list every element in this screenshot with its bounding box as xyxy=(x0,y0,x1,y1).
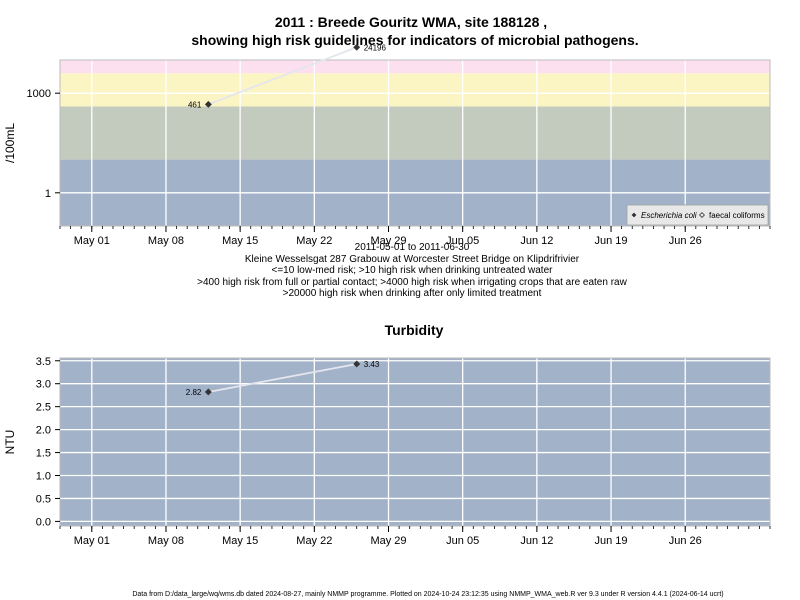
plot-frame xyxy=(59,357,771,527)
x-tick-label: May 08 xyxy=(148,235,184,247)
data-point xyxy=(353,360,361,368)
data-label: 24196 xyxy=(364,43,387,52)
y-tick-label: 1 xyxy=(45,188,51,200)
x-tick-label: May 01 xyxy=(74,235,110,247)
contact-irrigation-risk-note: >400 high risk from full or partial cont… xyxy=(197,277,627,288)
x-tick-label: May 15 xyxy=(222,235,258,247)
risk-band xyxy=(60,106,770,160)
microbial-panel: May 01 May 08 May 15 May 22 May 29 Jun 05 Jun … xyxy=(3,43,771,247)
x-tick-label: Jun 19 xyxy=(595,535,628,547)
series-line xyxy=(208,46,358,106)
data-point xyxy=(204,100,212,108)
y-tick-label: 0.0 xyxy=(36,516,51,528)
x-tick-label: Jun 05 xyxy=(446,535,479,547)
x-tick-label: May 22 xyxy=(296,235,332,247)
figure-title-line-2: showing high risk guidelines for indicat… xyxy=(191,32,638,48)
legend-marker-faecal-coliforms xyxy=(699,212,705,218)
figure-title-line-1: 2011 : Breede Gouritz WMA, site 188128 , xyxy=(275,14,547,30)
data-label: 461 xyxy=(188,100,202,109)
x-tick-label: Jun 26 xyxy=(669,535,702,547)
turbidity-panel: May 01 May 08 May 15 May 22 May 29 Jun 05 Jun … xyxy=(3,356,771,547)
footer-note: Data from D:/data_large/wq/wms.db dated … xyxy=(132,591,723,598)
x-tick-label: Jun 26 xyxy=(669,235,702,247)
panel-notes: 2011-05-01 to 2011-06-30 Kleine Wesselsg… xyxy=(197,242,627,299)
series-line xyxy=(208,363,357,393)
drinking-risk-note: <=10 low-med risk; >10 high risk when dr… xyxy=(272,265,554,276)
x-tick-label: Jun 19 xyxy=(595,235,628,247)
site-description-note: Kleine Wesselsgat 287 Grabouw at Worcest… xyxy=(245,254,580,265)
y-tick-label: 1.0 xyxy=(36,471,51,483)
y-tick-label: 3.0 xyxy=(36,379,51,391)
x-tick-label: May 01 xyxy=(74,535,110,547)
y-tick-label: 0.5 xyxy=(36,493,51,505)
y-axis-label: NTU xyxy=(3,430,17,455)
data-point xyxy=(353,43,361,51)
risk-band xyxy=(60,73,770,107)
x-tick-label: May 29 xyxy=(370,535,406,547)
limited-treatment-risk-note: >20000 high risk when drinking after onl… xyxy=(283,288,542,299)
legend-entry-e-coli: Escherichia coli xyxy=(641,211,697,220)
y-tick-label: 3.5 xyxy=(36,356,51,368)
legend-marker-e-coli xyxy=(631,212,637,218)
risk-band xyxy=(60,60,770,74)
x-tick-label: Jun 12 xyxy=(520,235,553,247)
plot-frame xyxy=(59,59,771,227)
data-label: 2.82 xyxy=(186,388,202,397)
x-tick-label: May 22 xyxy=(296,535,332,547)
y-tick-label: 1.5 xyxy=(36,448,51,460)
legend-box xyxy=(626,204,769,226)
data-label: 3.43 xyxy=(364,360,380,369)
x-tick-label: May 15 xyxy=(222,535,258,547)
x-tick-label: May 08 xyxy=(148,535,184,547)
date-range-note: 2011-05-01 to 2011-06-30 xyxy=(355,242,470,253)
x-tick-label: Jun 12 xyxy=(520,535,553,547)
x-tick-label: May 29 xyxy=(370,235,406,247)
turbidity-title: Turbidity xyxy=(385,322,444,338)
y-axis-label: /100mL xyxy=(3,123,17,163)
x-tick-label: Jun 05 xyxy=(446,235,479,247)
data-point xyxy=(204,388,212,396)
y-tick-label: 2.0 xyxy=(36,425,51,437)
legend-entry-faecal-coliforms: faecal coliforms xyxy=(709,211,765,220)
y-tick-label: 1000 xyxy=(27,88,51,100)
y-tick-label: 2.5 xyxy=(36,402,51,414)
